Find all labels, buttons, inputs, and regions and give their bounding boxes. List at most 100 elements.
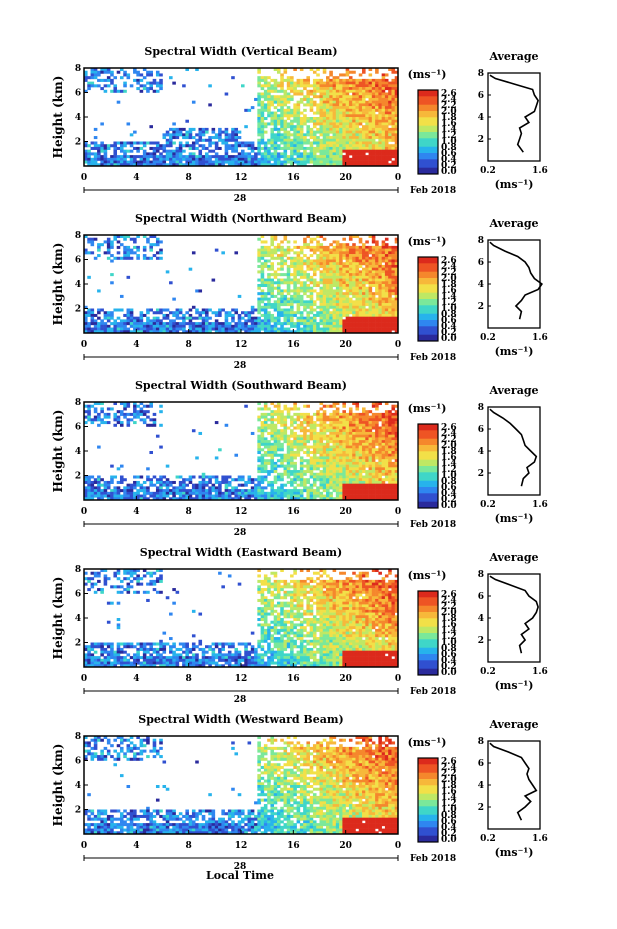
- heatmap-cell: [263, 254, 268, 258]
- heatmap-cell: [90, 313, 95, 317]
- heatmap-cell: [270, 264, 275, 268]
- heatmap-cell: [352, 278, 356, 282]
- heatmap-cell: [339, 286, 343, 290]
- heatmap-cell: [329, 130, 333, 134]
- heatmap-cell: [368, 97, 373, 101]
- heatmap-cell: [286, 489, 291, 493]
- heatmap-cell: [270, 235, 275, 239]
- colorbar-segment: [418, 125, 438, 129]
- heatmap-cell: [391, 324, 396, 328]
- heatmap-cell: [332, 248, 337, 252]
- heatmap-cell: [388, 68, 392, 72]
- heatmap-cell: [303, 117, 307, 121]
- heatmap-cell: [142, 235, 147, 239]
- heatmap-cell: [332, 275, 337, 279]
- heatmap-cell: [391, 127, 396, 131]
- heatmap-cell: [296, 256, 301, 260]
- heatmap-cell: [368, 259, 373, 263]
- heatmap-cell: [152, 327, 157, 331]
- heatmap-cell: [348, 316, 353, 320]
- heatmap-cell: [139, 494, 144, 498]
- heatmap-cell: [368, 73, 373, 77]
- heatmap-cell: [303, 437, 307, 441]
- heatmap-cell: [306, 316, 310, 320]
- heatmap-cell: [362, 267, 366, 271]
- heatmap-cell: [172, 313, 176, 317]
- heatmap-cell: [126, 330, 131, 334]
- heatmap-cell: [352, 327, 356, 331]
- heatmap-cell: [286, 437, 291, 441]
- heatmap-cell: [391, 155, 396, 159]
- heatmap-cell: [93, 478, 98, 482]
- heatmap-cell: [100, 418, 104, 422]
- heatmap-cell: [384, 327, 389, 331]
- colorbar-tick-label: 0.4: [441, 322, 457, 332]
- heatmap-cell: [316, 95, 320, 99]
- heatmap-cell: [355, 111, 360, 115]
- heatmap-cell: [375, 117, 379, 121]
- heatmap-cell: [103, 316, 108, 320]
- heatmap-cell: [93, 163, 98, 167]
- heatmap-cell: [303, 324, 307, 328]
- heatmap-cell: [178, 311, 183, 315]
- heatmap-cell: [335, 451, 340, 455]
- heatmap-cell: [339, 273, 343, 277]
- heatmap-cell: [260, 76, 265, 80]
- colorbar-tick-label: 0.6: [441, 316, 457, 326]
- heatmap-cell: [247, 313, 252, 317]
- heatmap-cell: [208, 160, 212, 164]
- heatmap-cell: [260, 491, 265, 495]
- heatmap-cell: [293, 108, 297, 112]
- heatmap-cell: [267, 259, 271, 263]
- heatmap-cell: [270, 256, 275, 260]
- heatmap-cell: [371, 125, 376, 129]
- heatmap-cell: [348, 81, 353, 85]
- heatmap-cell: [365, 286, 369, 290]
- heatmap-cell: [322, 267, 327, 271]
- heatmap-cell: [332, 461, 337, 465]
- heatmap-cell: [113, 76, 118, 80]
- heatmap-cell: [214, 491, 219, 495]
- heatmap-cell: [381, 84, 386, 88]
- heatmap-cell: [335, 303, 340, 307]
- heatmap-cell: [126, 245, 131, 249]
- heatmap-cell: [283, 483, 288, 487]
- heatmap-cell: [129, 330, 134, 334]
- heatmap-cell: [257, 256, 261, 260]
- heatmap-cell: [280, 136, 284, 140]
- heatmap-cell: [362, 324, 366, 328]
- heatmap-cell: [133, 78, 137, 82]
- heatmap-cell: [306, 133, 310, 137]
- heatmap-cell: [201, 322, 206, 326]
- heatmap-cell: [172, 160, 176, 164]
- heatmap-cell: [394, 100, 399, 104]
- heatmap-cell: [375, 136, 379, 140]
- heatmap-cell: [267, 89, 271, 93]
- heatmap-cell: [142, 330, 147, 334]
- heatmap-cell: [391, 270, 396, 274]
- heatmap-cell: [332, 426, 337, 430]
- heatmap-cell: [371, 319, 376, 323]
- heatmap-cell: [303, 440, 307, 444]
- heatmap-cell: [329, 480, 333, 484]
- heatmap-cell: [142, 489, 147, 493]
- heatmap-cell: [371, 311, 376, 315]
- heatmap-cell: [371, 108, 376, 112]
- heatmap-cell: [263, 108, 268, 112]
- heatmap-cell: [286, 264, 291, 268]
- heatmap-cell: [394, 92, 399, 96]
- heatmap-cell: [358, 275, 363, 279]
- colorbar-tick-label: 0.8: [441, 310, 457, 320]
- heatmap-cell: [224, 311, 229, 315]
- heatmap-cell: [303, 486, 307, 490]
- heatmap-cell: [198, 133, 203, 137]
- heatmap-cell: [133, 316, 137, 320]
- heatmap-cell: [358, 106, 363, 110]
- heatmap-cell: [208, 163, 212, 167]
- heatmap-cell: [211, 322, 216, 326]
- heatmap-cell: [312, 423, 317, 427]
- heatmap-cell: [290, 330, 294, 334]
- heatmap-cell: [270, 146, 275, 150]
- heatmap-cell: [362, 300, 366, 304]
- colorbar-segment: [418, 132, 438, 135]
